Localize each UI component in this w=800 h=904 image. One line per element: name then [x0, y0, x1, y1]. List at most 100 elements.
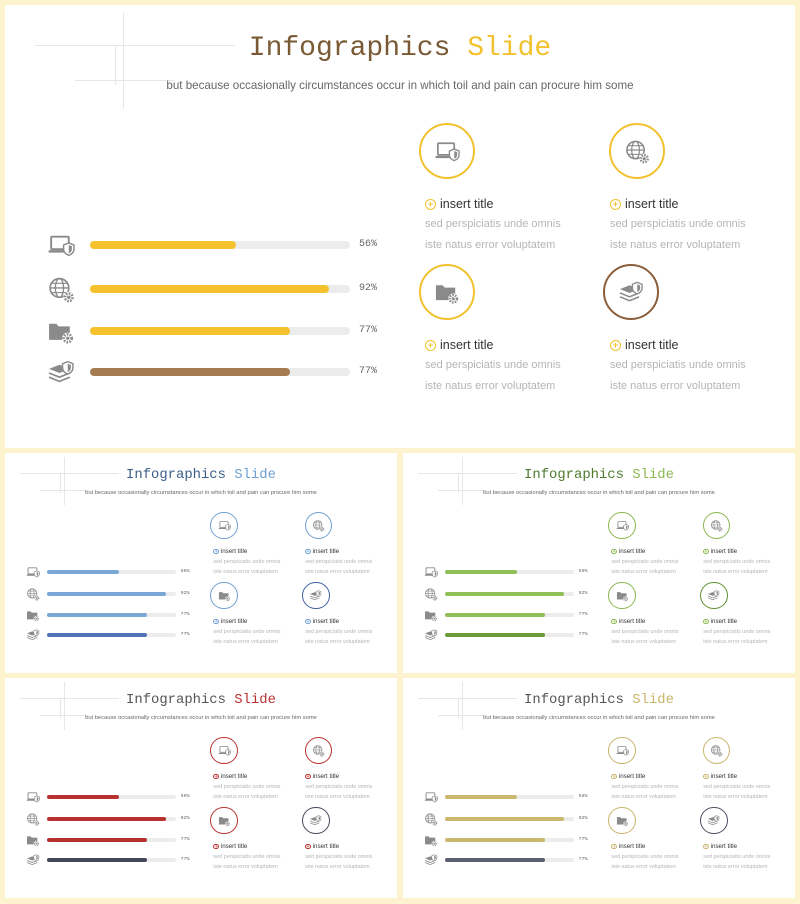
- folder-gear-icon: [616, 814, 629, 827]
- money-shield-icon: [26, 628, 40, 647]
- decor-line: [115, 45, 116, 85]
- money-shield-icon: [309, 589, 322, 602]
- card-description-line: sed perspiciatis unde omnis: [213, 783, 281, 790]
- card-title: + insert title: [213, 618, 247, 625]
- card-description-line: iste natus error voluptatem: [610, 380, 741, 392]
- progress-bar: [47, 633, 177, 638]
- subtitle: but because occasionally circumstances o…: [85, 489, 317, 496]
- plus-circle-icon: +: [703, 773, 709, 780]
- card-description-line: sed perspiciatis unde omnis: [611, 558, 679, 565]
- card-description-line: iste natus error voluptatem: [703, 864, 768, 871]
- laptop-shield-icon: [218, 519, 231, 532]
- card-description-line: sed perspiciatis unde omnis: [425, 218, 561, 230]
- progress-bar-fill: [445, 612, 545, 617]
- money-shield-icon: [618, 279, 644, 305]
- progress-bar-fill: [90, 241, 236, 249]
- progress-percent: 92%: [180, 815, 190, 821]
- card-title-text: insert title: [220, 618, 248, 626]
- globe-gear-icon: [312, 519, 325, 532]
- card-title: + insert title: [703, 773, 737, 780]
- progress-bar-fill: [445, 633, 545, 638]
- card-description-line: sed perspiciatis unde omnis: [610, 359, 746, 371]
- card-title-text: insert title: [618, 773, 646, 781]
- icon-circle: [210, 581, 239, 610]
- plus-circle-icon: +: [213, 548, 219, 555]
- plus-circle-icon: +: [611, 618, 617, 625]
- globe-gear-icon: [312, 744, 325, 757]
- progress-bar: [445, 795, 575, 800]
- laptop-shield-icon: [616, 519, 629, 532]
- title-accent: Slide: [632, 691, 674, 708]
- icon-circle: [609, 123, 665, 179]
- icon-circle: [419, 264, 475, 320]
- card-title-text: insert title: [618, 843, 646, 851]
- card-title: + insert title: [305, 773, 339, 780]
- progress-bar-fill: [445, 858, 545, 863]
- slide-variant-4: Infographics Slide but because occasional…: [403, 678, 795, 898]
- folder-gear-icon: [26, 833, 40, 852]
- card-title-text: insert title: [440, 338, 494, 352]
- plus-circle-icon: +: [703, 843, 709, 850]
- card-title-text: insert title: [312, 773, 340, 781]
- card-description-line: iste natus error voluptatem: [425, 239, 556, 251]
- decor-line: [59, 697, 61, 718]
- icon-circle: [304, 511, 333, 540]
- card-title-text: insert title: [625, 338, 679, 352]
- progress-percent: 77%: [180, 857, 190, 863]
- card-title: + insert title: [213, 548, 247, 555]
- progress-bar-fill: [47, 612, 147, 617]
- decor-line: [457, 472, 459, 493]
- progress-bar-fill: [445, 816, 564, 821]
- card-description-line: iste natus error voluptatem: [305, 639, 370, 646]
- globe-gear-icon: [624, 138, 650, 164]
- card-title: + insert title: [703, 843, 737, 850]
- progress-bar-fill: [445, 591, 564, 596]
- card-description-line: iste natus error voluptatem: [305, 569, 370, 576]
- plus-circle-icon: +: [611, 773, 617, 780]
- plus-circle-icon: +: [425, 198, 436, 210]
- progress-percent: 92%: [578, 590, 588, 596]
- plus-circle-icon: +: [213, 773, 219, 780]
- progress-bar: [47, 816, 177, 821]
- card-title-text: insert title: [220, 548, 248, 556]
- card-title-text: insert title: [618, 618, 646, 626]
- icon-circle: [603, 264, 659, 320]
- card-description-line: sed perspiciatis unde omnis: [611, 783, 679, 790]
- card-title: + insert title: [425, 338, 494, 352]
- card-description-line: iste natus error voluptatem: [213, 794, 278, 801]
- progress-percent: 56%: [578, 569, 588, 575]
- progress-bar: [47, 858, 177, 863]
- title-main: Infographics: [126, 466, 226, 483]
- main-slide: Infographics Slide but because occasional…: [5, 5, 795, 448]
- progress-bar: [90, 285, 350, 293]
- card-description-line: sed perspiciatis unde omnis: [305, 558, 373, 565]
- card-title: + insert title: [610, 197, 679, 211]
- plus-circle-icon: +: [213, 618, 219, 625]
- card-description-line: sed perspiciatis unde omnis: [305, 783, 373, 790]
- icon-circle: [210, 806, 239, 835]
- card-title-text: insert title: [220, 843, 248, 851]
- card-description-line: iste natus error voluptatem: [305, 794, 370, 801]
- plus-circle-icon: +: [305, 548, 311, 555]
- card-description-line: sed perspiciatis unde omnis: [213, 853, 281, 860]
- progress-bar: [90, 241, 350, 249]
- card-description-line: iste natus error voluptatem: [703, 639, 768, 646]
- money-shield-icon: [26, 853, 40, 872]
- title-main: Infographics: [248, 33, 451, 64]
- progress-percent: 92%: [578, 815, 588, 821]
- folder-gear-icon: [434, 279, 460, 305]
- title-main: Infographics: [524, 691, 624, 708]
- progress-bar-fill: [47, 591, 166, 596]
- icon-circle: [304, 736, 333, 765]
- decor-line: [417, 472, 518, 474]
- plus-circle-icon: +: [703, 548, 709, 555]
- laptop-shield-icon: [434, 138, 460, 164]
- decor-line: [75, 80, 175, 81]
- money-shield-icon: [309, 814, 322, 827]
- globe-gear-icon: [47, 275, 75, 308]
- icon-circle: [608, 736, 637, 765]
- decor-line: [59, 472, 61, 493]
- folder-gear-icon: [616, 589, 629, 602]
- card-title: + insert title: [305, 618, 339, 625]
- progress-percent: 77%: [578, 611, 588, 617]
